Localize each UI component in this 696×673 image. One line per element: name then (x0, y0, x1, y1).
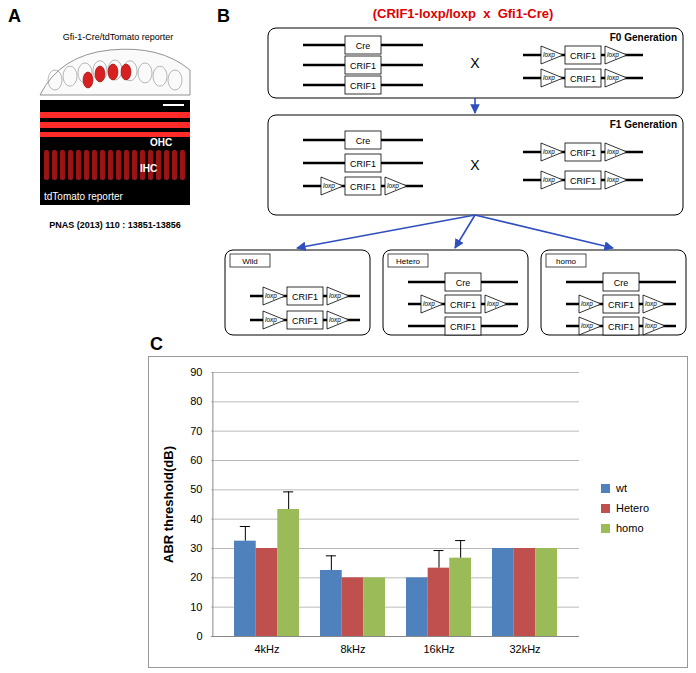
svg-text:loxp: loxp (607, 74, 619, 82)
svg-text:A: A (8, 6, 21, 26)
svg-text:CRIF1: CRIF1 (450, 300, 476, 310)
svg-text:loxp: loxp (387, 182, 399, 190)
svg-text:Gfi-1-Cre/tdTomato reporter: Gfi-1-Cre/tdTomato reporter (63, 32, 174, 42)
svg-text:80: 80 (190, 395, 202, 407)
html-text:Hetero: Hetero (616, 502, 649, 514)
svg-text:CRIF1: CRIF1 (350, 81, 376, 91)
svg-text:CRIF1: CRIF1 (292, 316, 318, 326)
svg-text:(CRIF1-loxp/loxp x Gfi1-Cre): (CRIF1-loxp/loxp x Gfi1-Cre) (373, 6, 554, 21)
svg-text:CRIF1: CRIF1 (570, 176, 596, 186)
svg-text:loxp: loxp (329, 316, 341, 324)
svg-text:ABR threshold(dB): ABR threshold(dB) (161, 446, 176, 563)
svg-text:60: 60 (190, 454, 202, 466)
svg-text:IHC: IHC (140, 163, 157, 174)
svg-text:Cre: Cre (456, 278, 471, 288)
svg-text:32kHz: 32kHz (509, 643, 540, 655)
svg-text:loxp: loxp (323, 182, 335, 190)
svg-text:B: B (217, 6, 230, 26)
svg-text:CRIF1: CRIF1 (570, 74, 596, 84)
html-text:C: C (150, 334, 163, 354)
svg-text:tdTomato reporter: tdTomato reporter (44, 191, 124, 202)
svg-text:4kHz: 4kHz (254, 643, 279, 655)
svg-text:90: 90 (190, 366, 202, 378)
svg-text:70: 70 (190, 425, 202, 437)
svg-text:CRIF1: CRIF1 (350, 182, 376, 192)
svg-text:loxp: loxp (607, 148, 619, 156)
svg-text:X: X (470, 55, 480, 71)
svg-text:8kHz: 8kHz (340, 643, 365, 655)
svg-text:loxp: loxp (645, 322, 657, 330)
svg-text:0: 0 (196, 630, 202, 642)
svg-text:Cre: Cre (356, 136, 371, 146)
svg-text:loxp: loxp (543, 51, 555, 59)
svg-text:CRIF1: CRIF1 (350, 159, 376, 169)
svg-text:CRIF1: CRIF1 (570, 148, 596, 158)
svg-text:CRIF1: CRIF1 (608, 300, 634, 310)
svg-text:Wild: Wild (242, 257, 258, 266)
svg-text:30: 30 (190, 542, 202, 554)
svg-text:loxp: loxp (423, 300, 435, 308)
svg-text:CRIF1: CRIF1 (450, 322, 476, 332)
svg-text:CRIF1: CRIF1 (570, 51, 596, 61)
svg-text:PNAS (2013) 110 : 13851-13856: PNAS (2013) 110 : 13851-13856 (49, 220, 181, 230)
svg-text:20: 20 (190, 571, 202, 583)
svg-text:CRIF1: CRIF1 (350, 61, 376, 71)
svg-text:Cre: Cre (356, 41, 371, 51)
svg-text:X: X (470, 157, 480, 173)
svg-text:CRIF1: CRIF1 (292, 292, 318, 302)
svg-text:loxp: loxp (581, 322, 593, 330)
svg-text:loxp: loxp (265, 316, 277, 324)
svg-text:loxp: loxp (543, 176, 555, 184)
html-text:homo: homo (616, 522, 644, 534)
svg-text:Cre: Cre (614, 278, 629, 288)
svg-text:loxp: loxp (543, 148, 555, 156)
svg-text:F1 Generation: F1 Generation (610, 119, 677, 130)
svg-text:loxp: loxp (581, 300, 593, 308)
svg-text:loxp: loxp (487, 300, 499, 308)
svg-text:loxp: loxp (607, 51, 619, 59)
svg-text:loxp: loxp (543, 74, 555, 82)
svg-text:loxp: loxp (607, 176, 619, 184)
svg-text:F0 Generation: F0 Generation (610, 32, 677, 43)
svg-text:16kHz: 16kHz (423, 643, 454, 655)
svg-text:loxp: loxp (329, 292, 341, 300)
html-text:wt: wt (616, 482, 627, 494)
svg-text:loxp: loxp (645, 300, 657, 308)
svg-text:40: 40 (190, 513, 202, 525)
svg-text:OHC: OHC (150, 137, 172, 148)
svg-text:loxp: loxp (265, 292, 277, 300)
svg-text:Hetero: Hetero (396, 257, 421, 266)
svg-text:homo: homo (556, 257, 577, 266)
svg-text:CRIF1: CRIF1 (608, 322, 634, 332)
svg-text:10: 10 (190, 601, 202, 613)
svg-text:50: 50 (190, 483, 202, 495)
